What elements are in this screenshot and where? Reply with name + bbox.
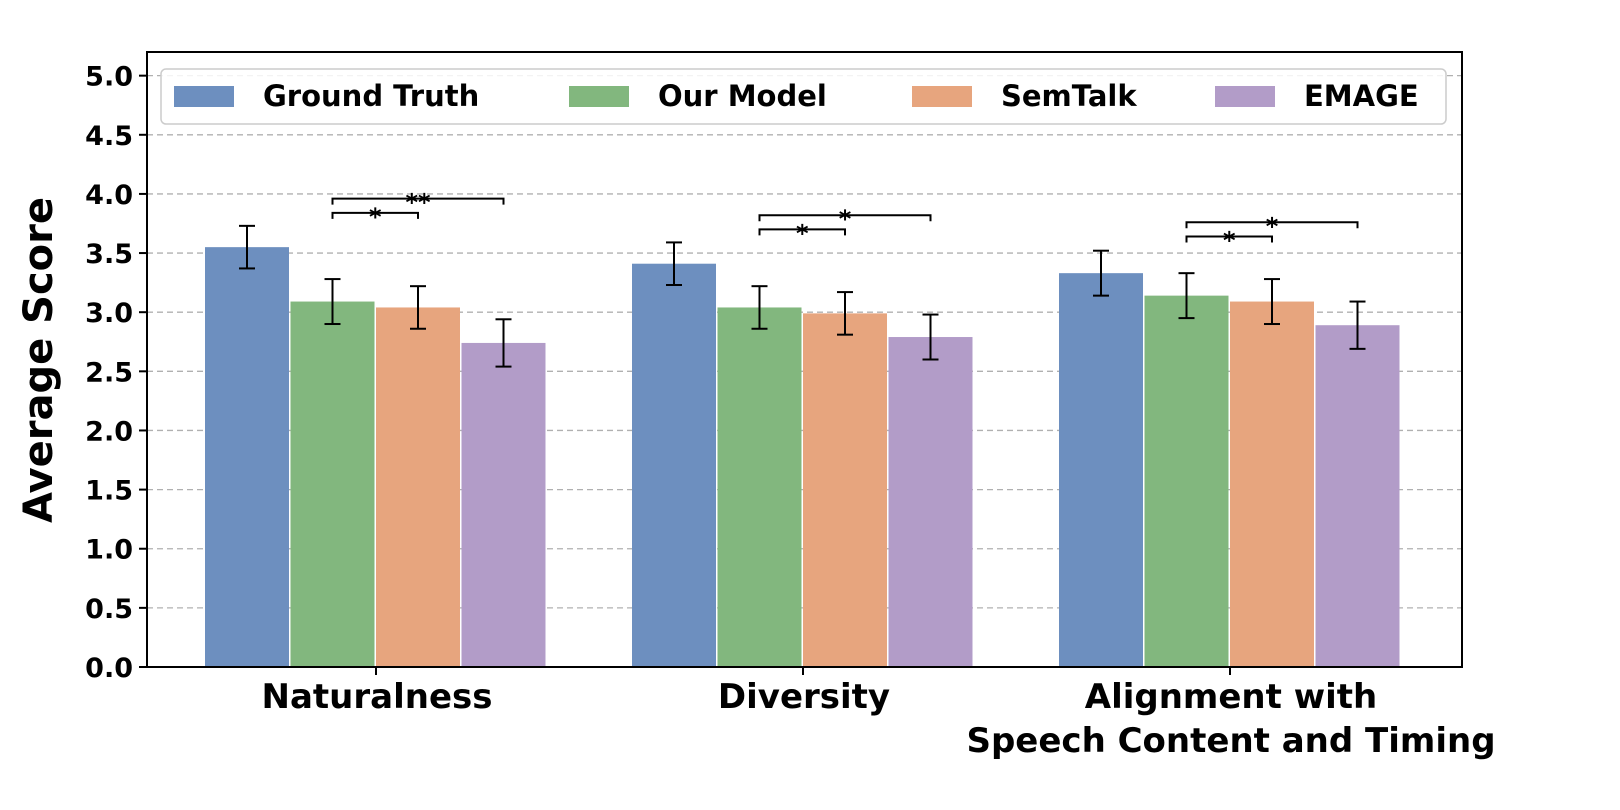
error-bar	[666, 241, 682, 286]
legend-label: SemTalk	[1001, 79, 1137, 113]
error-bar	[1093, 249, 1109, 297]
error-bar	[837, 291, 853, 336]
x-axis-ticks: Naturalness Diversity Alignment with Speech…	[262, 667, 1496, 761]
x-tick-label: Diversity	[718, 677, 890, 717]
bar-our-model	[717, 307, 802, 667]
bars	[205, 224, 1400, 667]
significance-bracket: *	[1185, 212, 1359, 240]
bar-semtalk	[803, 313, 887, 667]
significance-label: *	[1266, 212, 1279, 240]
y-tick-label: 4.0	[85, 180, 133, 211]
x-tick-label: Naturalness	[262, 677, 493, 717]
legend-label: Ground Truth	[263, 79, 479, 113]
legend-swatch	[174, 86, 234, 107]
error-bar	[324, 278, 341, 326]
legend-swatch	[912, 86, 972, 107]
legend-label: Our Model	[658, 79, 827, 113]
plot-frame	[146, 51, 1463, 668]
x-tick-label: Alignment with Speech Content and Timing	[966, 677, 1495, 761]
error-bar	[1178, 272, 1195, 320]
y-tick-label: 1.0	[85, 535, 133, 566]
significance-brackets: *******	[331, 189, 1359, 255]
bracket-line	[1185, 235, 1273, 243]
legend-label: EMAGE	[1304, 79, 1419, 113]
y-tick-label: 1.5	[85, 476, 133, 507]
bar-emage	[888, 337, 973, 667]
error-bar	[751, 285, 768, 330]
legend-swatch	[569, 86, 629, 107]
error-bar	[495, 318, 512, 368]
y-tick-label: 2.0	[85, 416, 133, 447]
legend: Ground Truth Our Model SemTalk EMAGE	[160, 68, 1447, 125]
bar-ground-truth	[1059, 273, 1143, 667]
y-axis-title: Average Score	[16, 197, 62, 523]
bar-emage	[1315, 325, 1400, 667]
error-bar	[1264, 278, 1280, 326]
bar-emage	[461, 342, 546, 667]
significance-label: *	[369, 203, 382, 231]
y-tick-label: 3.0	[85, 298, 133, 329]
bracket-line	[758, 228, 846, 236]
significance-bracket: *	[331, 203, 419, 231]
significance-bracket: *	[758, 205, 932, 233]
bar-our-model	[290, 301, 375, 667]
significance-bracket: *	[1185, 227, 1273, 255]
x-tick-label-line: Speech Content and Timing	[966, 721, 1495, 761]
error-bar	[239, 224, 255, 270]
y-tick-label: 3.5	[85, 239, 133, 270]
significance-label: **	[405, 189, 431, 217]
y-tick-label: 0.5	[85, 594, 133, 625]
error-bar	[410, 285, 426, 330]
bar-ground-truth	[205, 247, 289, 667]
significance-label: *	[796, 219, 809, 247]
y-tick-label: 4.5	[85, 121, 133, 152]
significance-label: *	[839, 205, 852, 233]
x-tick-label-line: Diversity	[718, 677, 890, 717]
legend-box	[160, 68, 1447, 125]
bracket-line	[758, 214, 932, 222]
legend-swatch	[1215, 86, 1275, 107]
significance-label: *	[1223, 227, 1236, 255]
bracket-line	[331, 197, 505, 205]
x-tick-label-line: Alignment with	[1085, 677, 1377, 717]
bar-ground-truth	[632, 263, 716, 667]
bracket-line	[1185, 221, 1359, 229]
y-tick-label: 2.5	[85, 357, 133, 388]
bar-our-model	[1144, 295, 1229, 667]
significance-bracket: **	[331, 189, 505, 217]
y-tick-label: 0.0	[85, 653, 133, 684]
error-bar	[922, 313, 939, 361]
y-tick-label: 5.0	[85, 62, 133, 93]
x-tick-label-line: Naturalness	[262, 677, 493, 717]
y-axis-ticks: 0.0 0.5 1.0 1.5 2.0 2.5 3.0 3.5 4.0 4.5 5.0	[85, 62, 147, 684]
bracket-line	[331, 211, 419, 219]
bar-semtalk	[1230, 301, 1314, 667]
bar-semtalk	[376, 307, 460, 667]
significance-bracket: *	[758, 219, 846, 247]
error-bar	[1349, 300, 1366, 350]
